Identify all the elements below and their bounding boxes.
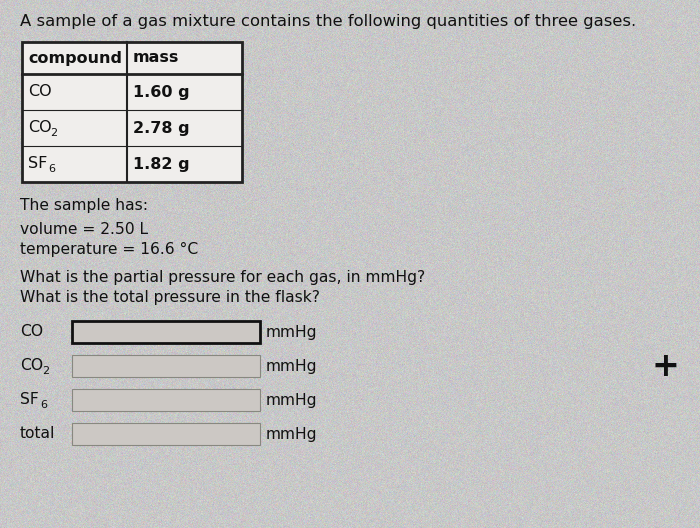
Text: mmHg: mmHg [266,359,318,373]
Text: A sample of a gas mixture contains the following quantities of three gases.: A sample of a gas mixture contains the f… [20,14,636,29]
Text: 1.82 g: 1.82 g [133,156,190,172]
FancyBboxPatch shape [72,423,260,445]
Text: 2: 2 [50,128,57,138]
Text: mass: mass [133,51,179,65]
Text: +: + [651,350,679,382]
Text: mmHg: mmHg [266,427,318,441]
FancyBboxPatch shape [72,389,260,411]
Text: volume = 2.50 L: volume = 2.50 L [20,222,148,237]
Text: 2: 2 [42,366,49,376]
Text: 6: 6 [48,164,55,174]
Text: SF: SF [20,392,38,408]
Text: temperature = 16.6 °C: temperature = 16.6 °C [20,242,198,257]
Text: CO: CO [20,359,43,373]
Text: compound: compound [28,51,122,65]
FancyBboxPatch shape [72,355,260,377]
Text: 6: 6 [40,400,47,410]
Text: 1.60 g: 1.60 g [133,84,190,99]
Text: CO: CO [28,84,52,99]
Text: CO: CO [28,120,52,136]
Text: What is the total pressure in the flask?: What is the total pressure in the flask? [20,290,320,305]
Text: total: total [20,427,55,441]
Text: mmHg: mmHg [266,325,318,340]
FancyBboxPatch shape [72,321,260,343]
Text: What is the partial pressure for each gas, in mmHg?: What is the partial pressure for each ga… [20,270,426,285]
Text: mmHg: mmHg [266,392,318,408]
Text: CO: CO [20,325,43,340]
Text: SF: SF [28,156,48,172]
FancyBboxPatch shape [22,42,242,182]
Text: 2.78 g: 2.78 g [133,120,190,136]
Text: The sample has:: The sample has: [20,198,148,213]
